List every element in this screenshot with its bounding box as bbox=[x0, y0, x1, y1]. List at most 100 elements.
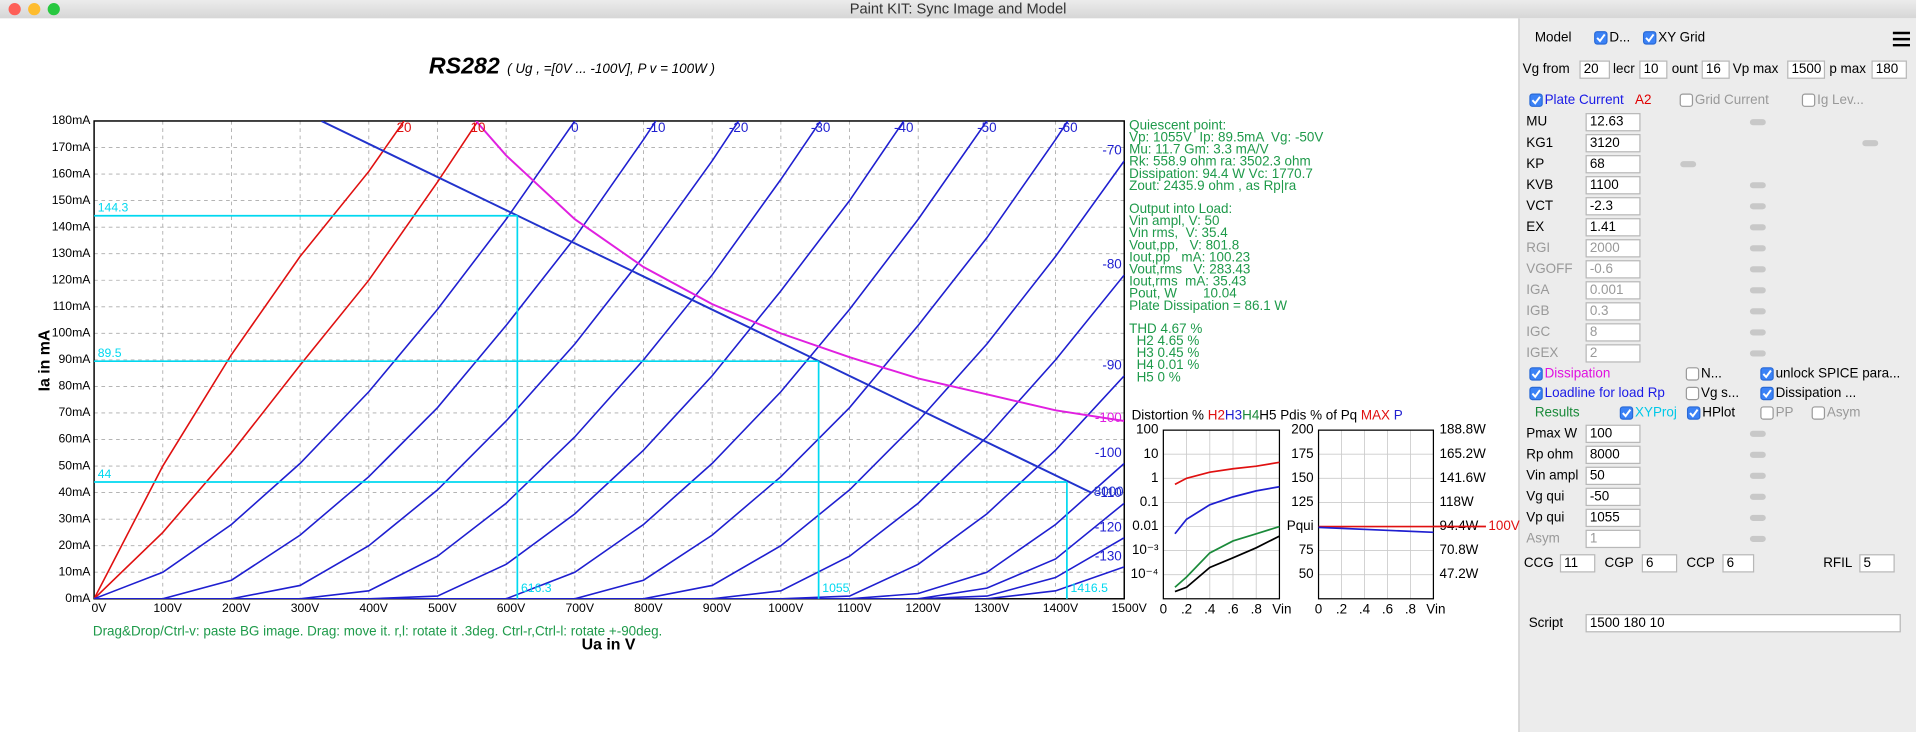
field-label: RFIL bbox=[1823, 555, 1853, 570]
checkbox[interactable] bbox=[1811, 406, 1826, 420]
input-box[interactable] bbox=[1585, 113, 1641, 132]
checkbox[interactable] bbox=[1642, 31, 1657, 45]
slider-thumb[interactable] bbox=[1749, 535, 1766, 542]
mini-series bbox=[1174, 461, 1280, 486]
slider-thumb[interactable] bbox=[1749, 203, 1766, 210]
input-value: 2000 bbox=[1590, 240, 1620, 255]
input-box[interactable] bbox=[1722, 554, 1755, 573]
slider-thumb[interactable] bbox=[1749, 430, 1766, 437]
slider-thumb[interactable] bbox=[1749, 182, 1766, 189]
zoom-button[interactable] bbox=[47, 3, 60, 16]
checkbox[interactable] bbox=[1760, 406, 1774, 420]
slider-thumb[interactable] bbox=[1749, 245, 1766, 252]
checkbox-tick[interactable] bbox=[1762, 369, 1772, 379]
checkbox[interactable] bbox=[1685, 367, 1700, 381]
checkbox-label: HPlot bbox=[1702, 405, 1735, 420]
input-value: 2 bbox=[1590, 345, 1597, 360]
y-tick-label: 170mA bbox=[52, 140, 92, 154]
checkbox[interactable] bbox=[1529, 93, 1543, 107]
mini-y2-tick-label: 94.4W bbox=[1440, 518, 1479, 533]
tube-curve bbox=[94, 160, 1125, 599]
max-label: 100V bbox=[1488, 518, 1519, 533]
close-button[interactable] bbox=[8, 3, 21, 16]
input-box[interactable] bbox=[1585, 134, 1641, 153]
slider-thumb[interactable] bbox=[1749, 308, 1766, 315]
input-box[interactable] bbox=[1585, 260, 1641, 279]
mini-y-tick-label: 10⁻³ bbox=[1132, 542, 1159, 557]
slider-thumb[interactable] bbox=[1749, 350, 1766, 357]
input-box[interactable] bbox=[1585, 529, 1641, 549]
tube-curve bbox=[94, 120, 576, 599]
input-box[interactable] bbox=[1639, 60, 1668, 79]
checkbox[interactable] bbox=[1594, 31, 1608, 45]
slider-thumb[interactable] bbox=[1749, 287, 1766, 294]
checkbox-tick[interactable] bbox=[1645, 33, 1655, 43]
checkbox-label: Vg s... bbox=[1701, 385, 1739, 400]
mini-x-tick-label: .8 bbox=[1405, 601, 1416, 616]
input-value: 180 bbox=[1876, 61, 1898, 76]
header-part: H3 bbox=[1225, 407, 1242, 422]
input-box[interactable] bbox=[1787, 60, 1826, 79]
input-box[interactable] bbox=[1559, 554, 1596, 573]
slider-thumb[interactable] bbox=[1862, 140, 1879, 147]
slider-thumb[interactable] bbox=[1749, 266, 1766, 273]
checkbox-tick[interactable] bbox=[1762, 389, 1772, 399]
input-box[interactable] bbox=[1579, 60, 1610, 79]
slider-thumb[interactable] bbox=[1749, 451, 1766, 458]
input-box[interactable] bbox=[1585, 466, 1641, 486]
input-box[interactable] bbox=[1585, 218, 1641, 237]
input-box[interactable] bbox=[1585, 155, 1641, 174]
slider-thumb[interactable] bbox=[1749, 514, 1766, 521]
y-axis-label: Ia in mA bbox=[36, 329, 53, 391]
input-box[interactable] bbox=[1585, 281, 1641, 300]
input-box[interactable] bbox=[1701, 60, 1730, 79]
input-box[interactable] bbox=[1585, 508, 1641, 528]
checkbox[interactable] bbox=[1760, 386, 1774, 401]
input-box[interactable] bbox=[1641, 554, 1678, 573]
checkbox-tick[interactable] bbox=[1596, 33, 1606, 43]
menu-icon[interactable] bbox=[1892, 31, 1910, 47]
input-box[interactable] bbox=[1585, 323, 1641, 342]
input-box[interactable] bbox=[1859, 554, 1895, 573]
checkbox[interactable] bbox=[1760, 367, 1774, 381]
input-box[interactable] bbox=[1585, 302, 1641, 321]
slider-thumb[interactable] bbox=[1749, 224, 1766, 231]
checkbox[interactable] bbox=[1619, 406, 1634, 420]
input-box[interactable] bbox=[1585, 614, 1901, 633]
info-line: Vin rms, V: 35.4 bbox=[1129, 225, 1228, 240]
input-box[interactable] bbox=[1585, 197, 1641, 216]
slider-thumb[interactable] bbox=[1749, 472, 1766, 479]
minimize-button[interactable] bbox=[28, 3, 41, 16]
checkbox[interactable] bbox=[1529, 386, 1543, 401]
checkbox-label: Loadline for load Rp bbox=[1545, 385, 1665, 400]
mini-x-tick-label: .6 bbox=[1227, 601, 1238, 616]
checkbox-tick[interactable] bbox=[1531, 369, 1541, 379]
slider-thumb[interactable] bbox=[1749, 119, 1766, 126]
checkbox-tick[interactable] bbox=[1622, 409, 1632, 418]
checkbox[interactable] bbox=[1685, 386, 1700, 401]
input-box[interactable] bbox=[1585, 239, 1641, 258]
mini-y2-tick-label: 118W bbox=[1440, 494, 1474, 509]
slider-thumb[interactable] bbox=[1749, 493, 1766, 500]
param-name: VCT bbox=[1526, 198, 1553, 213]
checkbox[interactable] bbox=[1679, 93, 1694, 107]
checkbox-tick[interactable] bbox=[1689, 409, 1699, 418]
checkbox[interactable] bbox=[1801, 93, 1816, 107]
checkbox[interactable] bbox=[1529, 367, 1543, 381]
input-box[interactable] bbox=[1585, 445, 1641, 464]
slider-thumb[interactable] bbox=[1680, 161, 1697, 168]
input-box[interactable] bbox=[1585, 344, 1641, 363]
input-box[interactable] bbox=[1585, 424, 1641, 443]
mini-frame bbox=[1317, 429, 1435, 600]
checkbox[interactable] bbox=[1686, 406, 1701, 420]
input-box[interactable] bbox=[1585, 176, 1641, 195]
input-box[interactable] bbox=[1585, 487, 1641, 507]
info-line: Rk: 558.9 ohm ra: 3502.3 ohm bbox=[1129, 154, 1311, 169]
input-box[interactable] bbox=[1871, 60, 1907, 79]
y-tick-label: 110mA bbox=[53, 299, 92, 313]
slider-thumb[interactable] bbox=[1749, 329, 1766, 336]
checkbox-tick[interactable] bbox=[1531, 389, 1541, 399]
checkbox-tick[interactable] bbox=[1531, 96, 1541, 105]
info-line: H2 4.65 % bbox=[1129, 333, 1199, 348]
y-tick-label: 40mA bbox=[59, 485, 92, 499]
